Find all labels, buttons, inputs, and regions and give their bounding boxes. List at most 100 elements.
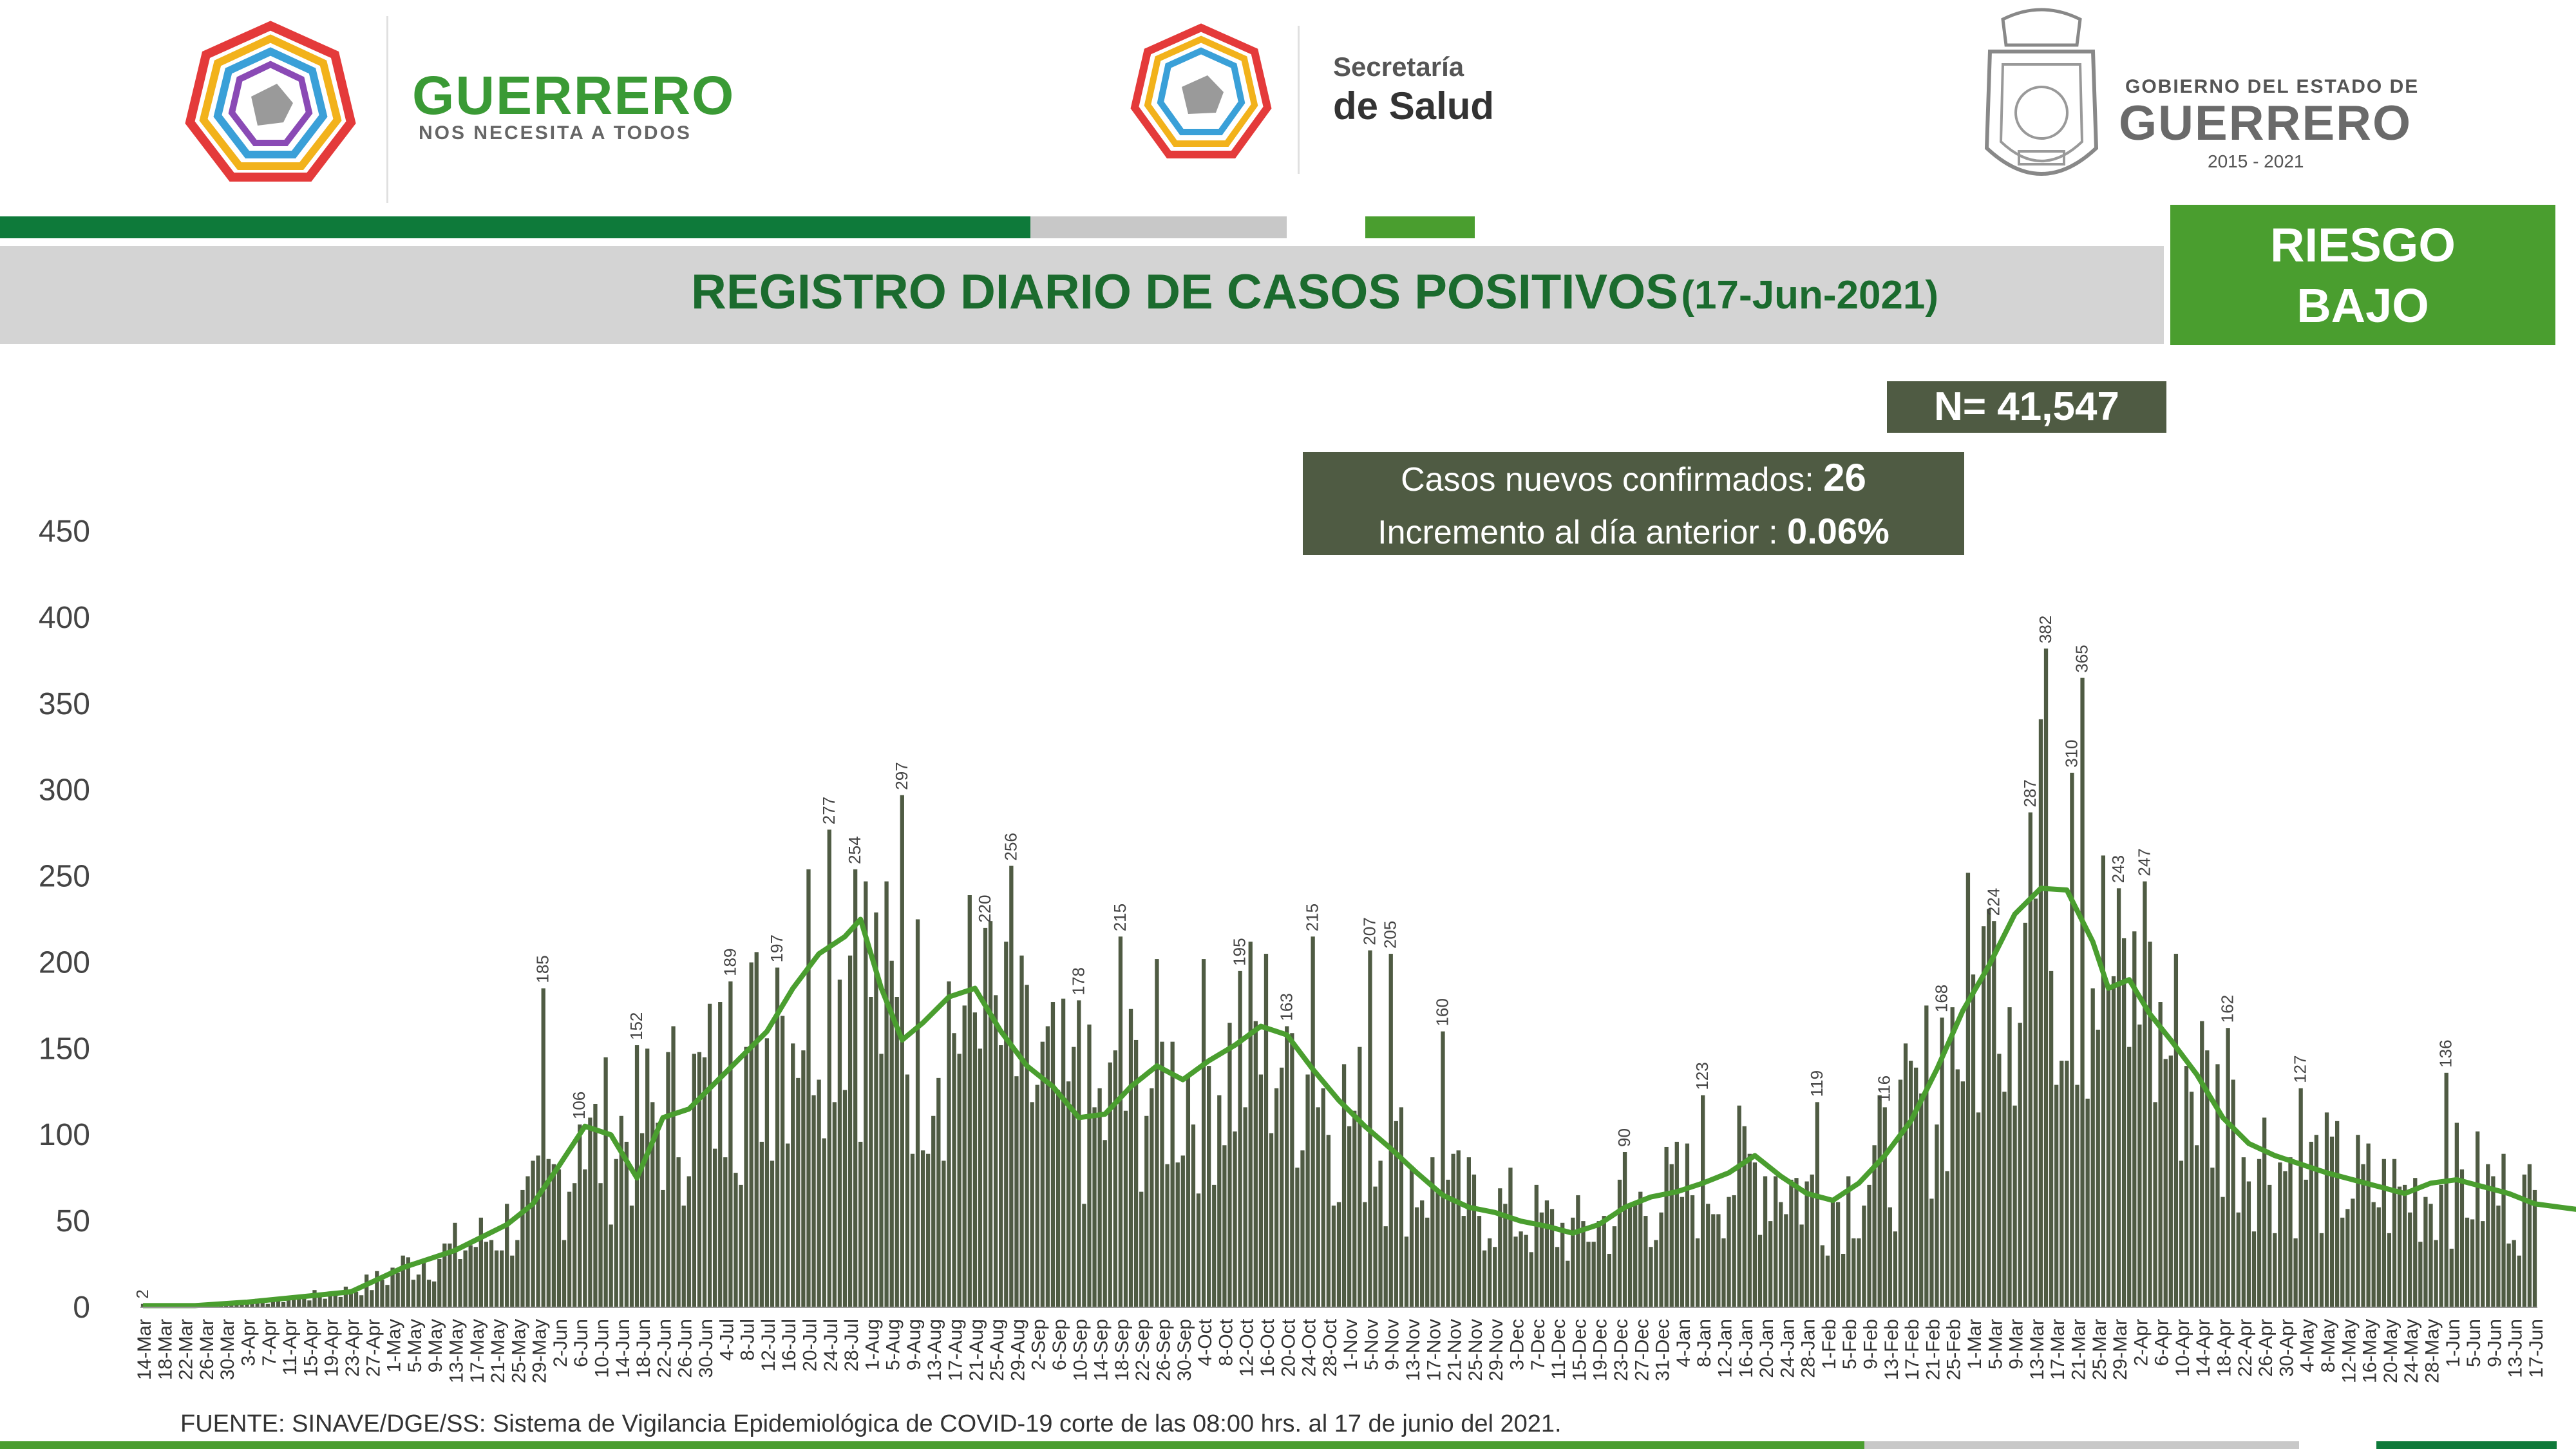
x-tick-label: 9-Mar (2006, 1319, 2027, 1369)
bar (390, 1267, 395, 1307)
x-tick-label: 14-Mar (134, 1319, 155, 1380)
bar (1742, 1126, 1747, 1307)
y-axis: 0 50 100 150 200 250 300 350 400 450 (39, 515, 90, 1325)
bar (1555, 1247, 1560, 1307)
bar (2423, 1197, 2428, 1307)
bar (1264, 954, 1269, 1307)
bar (1066, 1081, 1071, 1307)
bar (1435, 1189, 1440, 1307)
x-tick-label: 24-Jul (820, 1319, 842, 1372)
increment-row: Incremento al día anterior : 0.06% (1303, 506, 1964, 558)
bar-value-label: 189 (720, 949, 739, 976)
bar (1586, 1242, 1591, 1307)
x-tick-label: 11-Dec (1548, 1319, 1569, 1379)
bar (307, 1300, 312, 1307)
heptagon-emblem-icon (185, 21, 356, 182)
bar (2241, 1157, 2246, 1307)
x-tick-label: 17-Aug (945, 1319, 967, 1381)
bar (526, 1176, 530, 1307)
bar (2418, 1242, 2423, 1307)
new-cases-value: 26 (1823, 456, 1866, 499)
bar (1757, 1235, 1763, 1307)
bar (317, 1295, 322, 1307)
bar (1420, 1200, 1425, 1307)
bar (1222, 1145, 1227, 1307)
bar (2153, 1102, 2157, 1307)
bar (1789, 1179, 1794, 1307)
bar (853, 869, 858, 1307)
x-tick-label: 20-Jul (799, 1319, 820, 1372)
x-tick-label: 15-Apr (300, 1319, 321, 1377)
bar (2174, 954, 2179, 1307)
x-tick-label: 8-Jul (737, 1319, 759, 1361)
bar (1768, 1221, 1773, 1307)
bar (505, 1204, 509, 1307)
bar (1477, 1216, 1482, 1307)
x-tick-label: 21-Aug (966, 1319, 987, 1381)
bar-value-label: 287 (2020, 779, 2040, 807)
x-tick-label: 4-May (2297, 1319, 2318, 1372)
bar (1674, 1141, 1679, 1307)
bar (265, 1303, 270, 1307)
x-tick-label: 10-Apr (2172, 1319, 2193, 1377)
x-tick-label: 17-Nov (1423, 1319, 1444, 1381)
x-tick-label: 21-Mar (2068, 1319, 2089, 1380)
bar (697, 1052, 702, 1307)
bar (1290, 1033, 1294, 1307)
bar-value-label: 127 (2291, 1056, 2310, 1083)
bar (744, 1046, 748, 1307)
source-note: FUENTE: SINAVE/DGE/SS: Sistema de Vigila… (180, 1410, 1562, 1437)
bar (1529, 1252, 1533, 1307)
x-tick-label: 25-Feb (1944, 1319, 1965, 1380)
bar (1784, 1214, 1788, 1307)
bar (1358, 1046, 1362, 1307)
x-tick-label: 25-Aug (987, 1319, 1008, 1381)
bar (1274, 1088, 1279, 1307)
bar-value-label: 136 (2436, 1039, 2456, 1067)
x-tick-label: 21-Nov (1444, 1319, 1466, 1381)
x-tick-label: 30-Jun (696, 1319, 717, 1378)
bar (1404, 1236, 1409, 1307)
bar (1513, 1236, 1518, 1307)
bar-value-label: 168 (1932, 985, 1951, 1012)
x-tick-label: 26-Apr (2255, 1319, 2277, 1377)
bar (556, 1169, 562, 1307)
x-tick-label: 13-Jun (2505, 1319, 2526, 1378)
bar (1165, 1164, 1170, 1307)
x-tick-label: 4-Jul (716, 1319, 737, 1361)
x-tick-label: 26-Mar (196, 1319, 218, 1380)
bar (931, 1115, 936, 1307)
bar-value-label: 365 (2072, 645, 2092, 672)
bottom-bar-dark (2376, 1441, 2557, 1449)
bar (1914, 1067, 1918, 1307)
bar (2532, 1189, 2537, 1307)
bar (1747, 1153, 1752, 1307)
state-seal (1964, 6, 2119, 206)
bar (920, 1150, 925, 1307)
bar (1976, 1112, 1981, 1307)
bar (1040, 1041, 1045, 1307)
bar (1987, 909, 1991, 1307)
bar (2392, 1159, 2397, 1307)
x-tick-label: 12-Jul (758, 1319, 779, 1372)
bar (786, 1143, 790, 1307)
y-tick-label: 350 (39, 687, 90, 721)
bar (2251, 1231, 2257, 1307)
bar (2116, 888, 2121, 1307)
x-tick-label: 16-Jul (779, 1319, 800, 1372)
bar (656, 1122, 660, 1307)
bar (692, 1054, 697, 1307)
x-tick-label: 24-May (2401, 1319, 2422, 1383)
bar (510, 1255, 515, 1307)
bar (1077, 1000, 1081, 1307)
bar (671, 1026, 676, 1307)
bar (1180, 1155, 1185, 1307)
bar (1539, 1212, 1544, 1307)
bar (1160, 1041, 1164, 1307)
bar (942, 1160, 946, 1307)
bar (536, 1155, 540, 1307)
bar (2179, 1160, 2184, 1307)
bar (2459, 1169, 2465, 1307)
bar (728, 981, 733, 1307)
x-tick-label: 8-Oct (1215, 1318, 1236, 1366)
